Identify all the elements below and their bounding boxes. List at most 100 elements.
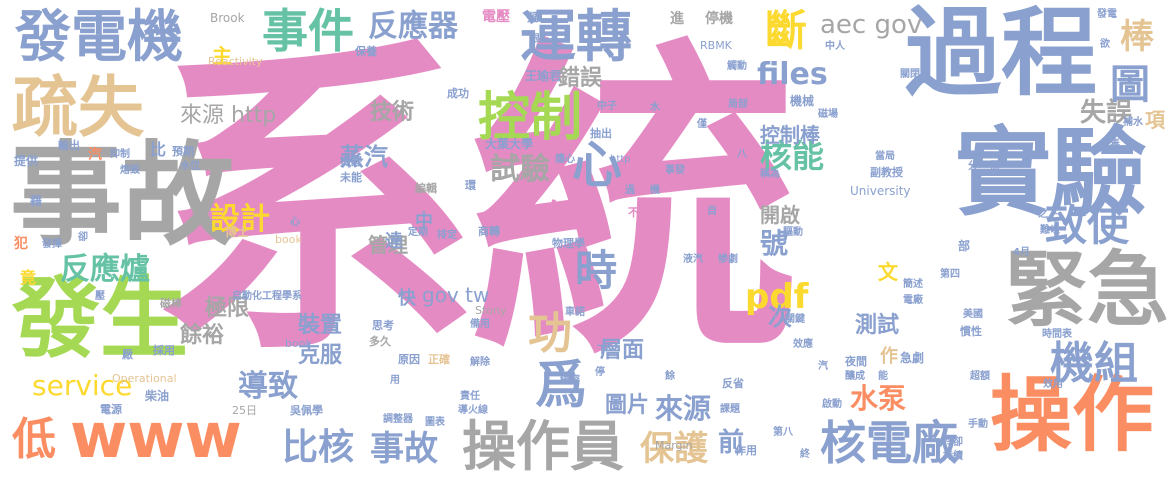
word-cloud-term: 當局: [875, 151, 895, 162]
word-cloud-term: 汽: [818, 361, 828, 372]
word-cloud-term: 停機: [705, 11, 733, 27]
word-cloud-term: 控制棒: [760, 123, 820, 147]
word-cloud-term: 電壓: [482, 9, 510, 25]
word-cloud-term: 能: [878, 371, 888, 382]
word-cloud-term: aec gov: [820, 10, 923, 40]
word-cloud-term: 卻: [78, 232, 88, 243]
word-cloud-term: 事故: [10, 131, 234, 261]
word-cloud-term: 多久: [369, 335, 391, 348]
word-cloud-term: 達: [385, 231, 403, 252]
word-cloud-term: 啟動: [822, 399, 842, 410]
word-cloud-term: 核電廠: [820, 416, 958, 470]
word-cloud-term: RBMK: [700, 39, 732, 52]
word-cloud-term: 心: [572, 136, 622, 194]
word-cloud-term: 課題: [720, 404, 740, 415]
word-cloud-term: 發電: [1097, 9, 1117, 20]
word-cloud-term: 比: [150, 140, 167, 159]
word-cloud-term: 運轉: [520, 5, 632, 70]
word-cloud-term: book: [275, 233, 302, 246]
word-cloud-term: 器: [990, 161, 1000, 172]
word-cloud-term: 預期: [172, 145, 194, 158]
word-cloud-term: 緊急: [1005, 243, 1170, 338]
word-cloud-term: 冷卻: [943, 437, 963, 448]
word-cloud-term: files: [757, 57, 828, 92]
word-cloud-term: Operational: [112, 372, 177, 385]
word-cloud-term: 採用: [153, 344, 175, 357]
word-cloud-term: 慣性: [960, 325, 982, 338]
word-cloud-term: 導火線: [458, 405, 488, 416]
word-cloud-term: 發電機: [15, 5, 183, 70]
word-cloud-term: 下: [597, 345, 607, 356]
word-cloud-term: 燼心: [555, 154, 575, 165]
word-cloud-term: 設計: [210, 202, 270, 237]
word-cloud-term: 核能: [760, 137, 825, 175]
word-cloud-term: 繞密: [560, 375, 580, 386]
word-cloud-term: 反應器: [368, 9, 458, 44]
word-cloud-term: gov tw: [422, 283, 490, 307]
word-cloud-term: 副教授: [870, 166, 903, 179]
word-cloud-term: 斷: [765, 6, 808, 55]
word-cloud-term: 關閉: [900, 69, 920, 80]
word-cloud-term: 輸出: [58, 139, 80, 152]
word-cloud-term: 致使: [1045, 201, 1130, 250]
word-cloud-term: 液汽: [683, 254, 703, 265]
word-cloud-term: 操作員: [462, 415, 624, 478]
word-cloud-term: 發生: [12, 267, 189, 370]
word-cloud-term: 前: [718, 428, 745, 458]
word-cloud-term: 電廠: [903, 295, 923, 306]
word-cloud-term: 第八: [773, 427, 793, 438]
word-cloud-term: 欲: [1100, 39, 1110, 50]
word-cloud-term: 發揮: [42, 239, 62, 250]
word-cloud-term: 擬: [527, 11, 538, 24]
word-cloud-term: 機械: [790, 94, 815, 108]
word-cloud-term: 圖表: [425, 417, 445, 428]
word-cloud-term: 來源: [655, 392, 712, 425]
word-cloud-term: 餘裕: [180, 323, 225, 348]
word-cloud-term: 圖: [1110, 62, 1150, 108]
word-cloud-term: 自動化工程學系: [232, 291, 302, 302]
word-cloud-term: 時間表: [1042, 329, 1072, 340]
word-cloud-term: 保護: [640, 429, 708, 469]
word-cloud-term: 磁棒: [160, 297, 182, 310]
word-cloud-term: 事發: [665, 165, 685, 176]
word-cloud-term: 中子: [597, 101, 617, 112]
word-cloud-term: 爲: [535, 356, 588, 416]
word-cloud-term: http: [610, 154, 631, 165]
word-cloud-term: 心: [290, 217, 300, 228]
word-cloud-term: 簡述: [903, 279, 923, 290]
word-cloud-term: 極限: [205, 296, 250, 321]
word-cloud-term: 電源: [100, 403, 122, 416]
word-cloud-term: 排定: [437, 230, 457, 241]
word-cloud-term: 4月: [1013, 247, 1030, 258]
word-cloud-term: 大葉大學: [485, 137, 534, 151]
word-cloud-term: 持續: [943, 451, 963, 462]
word-cloud-term: 觸動: [727, 61, 747, 72]
word-cloud-term: 超額: [970, 371, 990, 382]
word-cloud-term: 反應爐: [60, 252, 150, 287]
word-cloud-term: 吳佩學: [290, 404, 323, 417]
word-cloud-term: 過: [625, 185, 635, 196]
word-cloud-term: 時: [575, 246, 618, 295]
word-cloud-term: 之下: [1038, 209, 1058, 220]
word-cloud-term: 厰: [122, 348, 133, 361]
word-cloud-term: 裝置: [298, 313, 343, 338]
word-cloud-term: 第四: [940, 269, 960, 280]
word-cloud-term: 環: [465, 179, 476, 192]
word-cloud-term: 25日: [232, 404, 257, 417]
word-cloud-term: Brook: [210, 11, 245, 25]
word-cloud-term: book_: [285, 337, 318, 350]
word-cloud-term: 美國: [963, 309, 983, 320]
word-cloud-term: 主: [212, 44, 232, 68]
word-cloud-term: 水泵: [850, 382, 907, 415]
word-cloud-term: 比核: [282, 427, 355, 468]
word-cloud-term: 柴油: [145, 389, 170, 403]
word-cloud-term: University: [850, 184, 911, 198]
word-cloud-term: 提醒: [340, 155, 362, 168]
word-cloud-term: 過程: [905, 0, 1097, 109]
word-cloud-term: 氙毒: [1100, 139, 1120, 150]
word-cloud-term: 抑制: [110, 149, 130, 160]
word-cloud-term: 商轉: [478, 225, 500, 238]
word-cloud-term: 終: [800, 449, 810, 460]
word-cloud-term: 測試: [855, 313, 900, 338]
